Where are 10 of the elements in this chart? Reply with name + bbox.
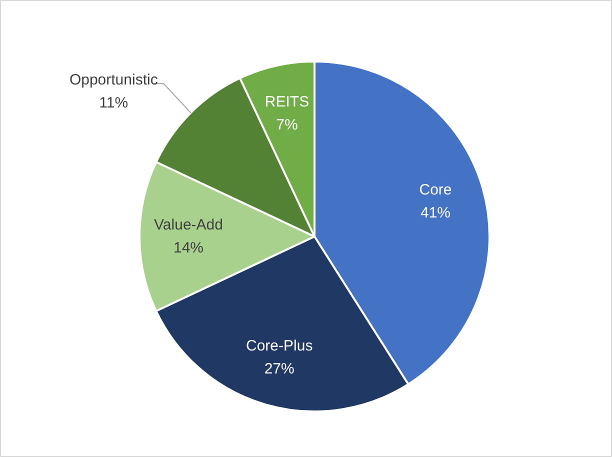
slice-label: Opportunistic — [69, 72, 158, 89]
data-label: 11% — [99, 94, 128, 112]
data-label: 41% — [420, 204, 451, 222]
slice-label: Core — [419, 181, 452, 198]
data-label: 27% — [264, 360, 294, 378]
data-label: 14% — [173, 239, 204, 256]
slice-label: Core-Plus — [246, 338, 313, 355]
slice-label: Value-Add — [154, 216, 223, 234]
slice-label: REITS — [264, 94, 310, 111]
data-label: 7% — [276, 116, 298, 134]
